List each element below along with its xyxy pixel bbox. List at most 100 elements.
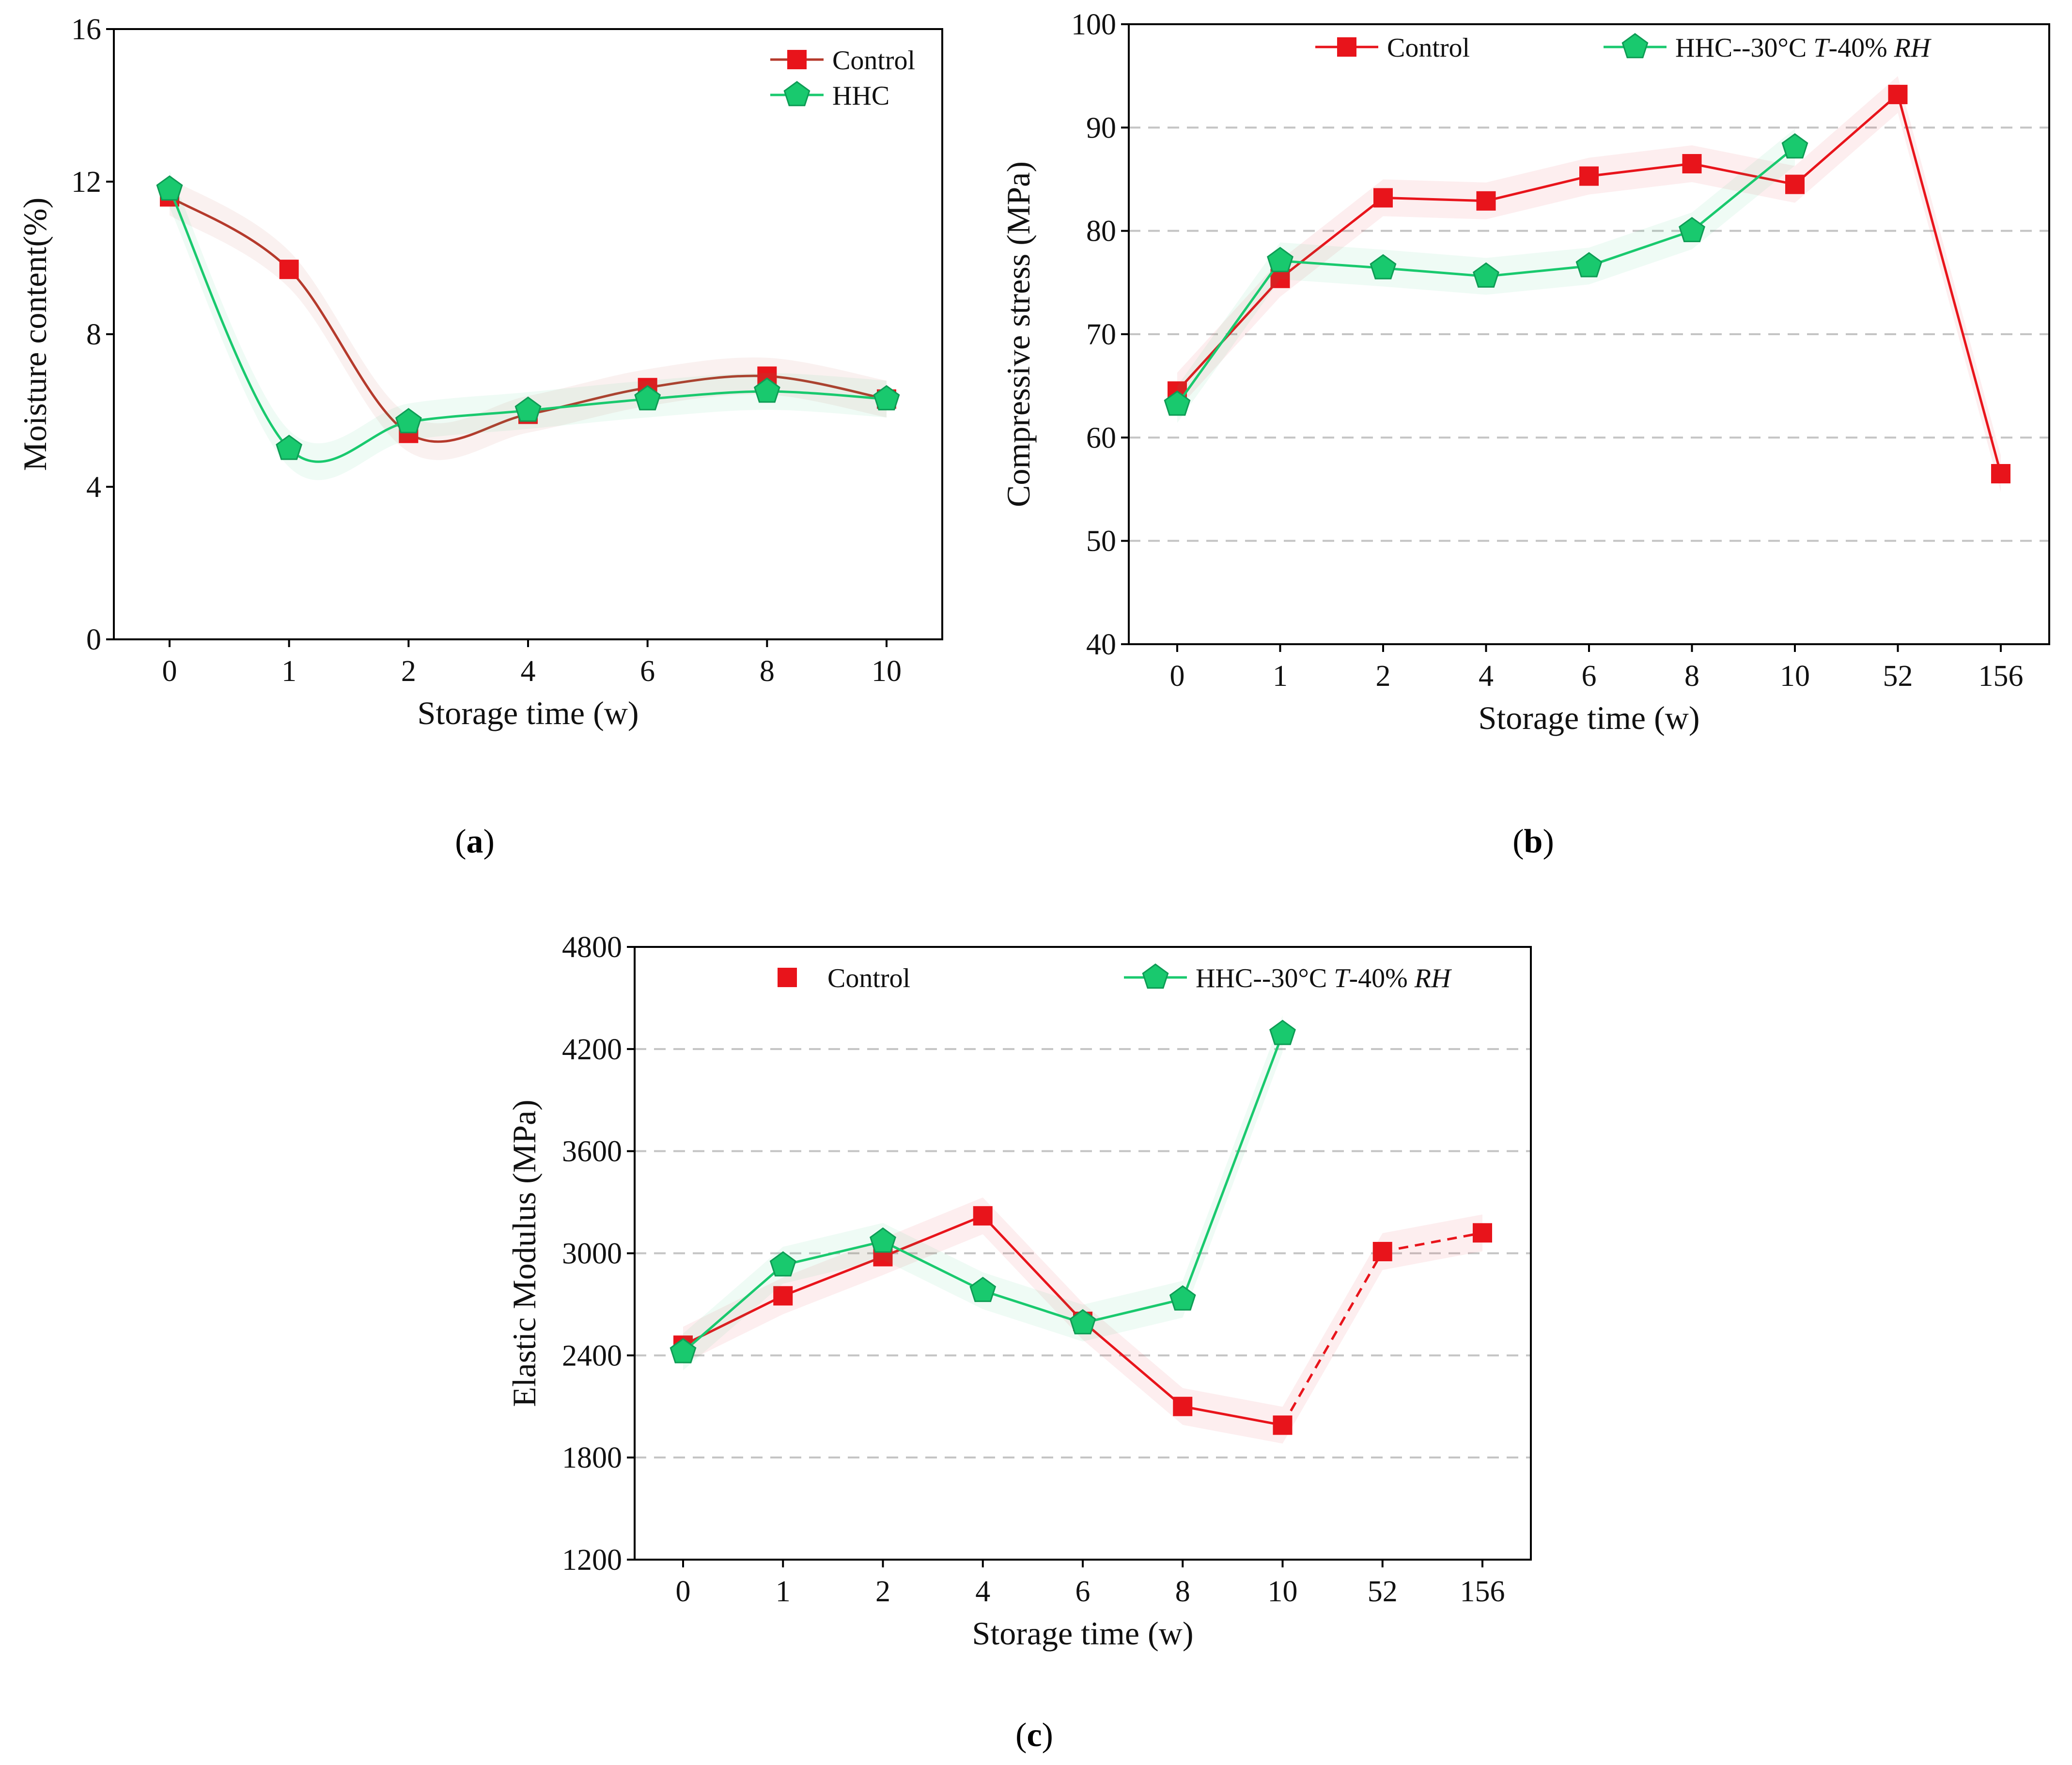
x-tick-label: 0	[1170, 660, 1185, 693]
legend-marker-pentagon	[1621, 33, 1649, 59]
data-point-pentagon	[514, 396, 542, 422]
series-line-segment	[1692, 162, 1795, 186]
y-tick-label: 1200	[562, 1544, 622, 1577]
legend-label-part: T	[1334, 963, 1351, 993]
y-tick-label: 12	[71, 166, 101, 199]
y-tick-label: 0	[86, 623, 101, 656]
data-point-square	[1473, 1223, 1492, 1243]
x-tick-label: 156	[1460, 1575, 1505, 1608]
series-line-segment	[1082, 1298, 1183, 1325]
plot-frame	[113, 28, 943, 640]
x-tick-label: 8	[1175, 1575, 1190, 1608]
data-point-square	[1888, 85, 1908, 105]
data-point-pentagon	[156, 175, 183, 201]
series-band	[170, 170, 887, 480]
x-tick-label: 0	[676, 1575, 691, 1608]
legend-label: HHC	[832, 81, 889, 111]
y-tick-label: 90	[1086, 111, 1116, 144]
legend-label: HHC--30°C T-40% RH	[1196, 963, 1452, 993]
x-tick-label: 1	[281, 655, 296, 688]
legend-marker-pentagon	[783, 81, 810, 107]
legend-entry: Control	[770, 46, 915, 76]
series-line-segment	[1181, 1033, 1284, 1300]
data-point-pentagon	[969, 1276, 997, 1302]
x-axis-title: Storage time (w)	[418, 695, 639, 731]
x-tick-label: 4	[521, 655, 536, 688]
y-tick-label: 4200	[562, 1033, 622, 1066]
data-point-square	[1579, 166, 1599, 186]
data-point-square	[1372, 1241, 1392, 1261]
chart-panel-b: 40 50 60 70 80 90 100 0 1 2 4 6 8 10 52 156 Storage time…	[1000, 8, 2050, 736]
x-axis-title: Storage time (w)	[1479, 699, 1700, 736]
series-line-segment	[1794, 93, 1899, 186]
series-line-segment	[1383, 266, 1486, 278]
legend-label-part: RH	[1414, 963, 1452, 993]
x-tick-label: 1	[1273, 660, 1288, 693]
x-tick-label: 156	[1979, 660, 2024, 693]
panel-b-label: (b)	[1512, 823, 1554, 860]
y-tick-label: 70	[1086, 318, 1116, 351]
x-tick-label: 0	[162, 655, 177, 688]
data-point-pentagon	[670, 1338, 697, 1363]
data-point-pentagon	[1267, 247, 1293, 272]
x-tick-label: 10	[1780, 660, 1810, 693]
legend-entry: HHC--30°C T-40% RH	[1604, 33, 1932, 63]
data-point-square	[1373, 188, 1393, 208]
data-point-square	[1785, 174, 1805, 194]
legend-label: Control	[1387, 33, 1470, 63]
data-point-pentagon	[769, 1251, 796, 1277]
data-point-pentagon	[1164, 390, 1191, 416]
x-tick-label: 2	[1376, 660, 1391, 693]
data-point-pentagon	[1575, 252, 1603, 278]
legend-marker-square	[778, 968, 797, 987]
x-tick-label: 10	[872, 655, 902, 688]
x-tick-label: 4	[975, 1575, 990, 1608]
y-tick-label: 2400	[562, 1339, 622, 1372]
legend-label: Control	[832, 46, 915, 76]
x-tick-label: 8	[1684, 660, 1699, 693]
series-line-segment	[982, 1289, 1083, 1324]
legend-entry: HHC--30°C T-40% RH	[1124, 963, 1452, 993]
data-point-square	[773, 1286, 793, 1306]
data-point-pentagon	[1069, 1309, 1096, 1334]
data-point-square	[1991, 464, 2010, 483]
y-tick-label: 50	[1086, 525, 1116, 558]
data-point-pentagon	[395, 408, 422, 434]
data-point-pentagon	[634, 385, 661, 411]
x-tick-label: 10	[1268, 1575, 1298, 1608]
legend-entry: Control	[1315, 33, 1470, 63]
x-tick-label: 1	[776, 1575, 791, 1608]
y-tick-label: 40	[1086, 628, 1116, 661]
legend-marker-square	[787, 50, 807, 69]
data-point-square	[1173, 1396, 1193, 1416]
series-line-segment	[1280, 260, 1384, 269]
y-tick-label: 8	[86, 318, 101, 351]
data-point-square	[1682, 154, 1702, 173]
y-tick-label: 16	[71, 13, 101, 46]
legend-label-part: HHC--30°C	[1196, 963, 1334, 993]
x-tick-label: 2	[875, 1575, 890, 1608]
data-point-pentagon	[870, 1227, 896, 1253]
series-line-segment	[981, 1215, 1084, 1322]
data-point-pentagon	[1169, 1285, 1196, 1311]
y-tick-label: 60	[1086, 421, 1116, 454]
series-line-segment	[1182, 1405, 1283, 1426]
data-point-pentagon	[753, 377, 780, 403]
x-tick-label: 8	[760, 655, 775, 688]
data-point-square	[1273, 1415, 1293, 1435]
legend-label-part: -40%	[1349, 963, 1414, 993]
data-point-pentagon	[1269, 1020, 1296, 1045]
series-line-segment	[1589, 162, 1692, 178]
x-axis-title: Storage time (w)	[972, 1615, 1194, 1652]
y-axis-title: Compressive stress (MPa)	[1000, 161, 1037, 507]
x-tick-label: 6	[640, 655, 655, 688]
y-tick-label: 1800	[562, 1441, 622, 1474]
series-line-segment	[1485, 175, 1589, 202]
data-point-pentagon	[1781, 133, 1808, 159]
legend-label: HHC--30°C T-40% RH	[1675, 33, 1932, 63]
series-line-segment	[882, 1240, 983, 1292]
series-line-segment	[1176, 260, 1281, 405]
x-tick-label: 6	[1075, 1575, 1091, 1608]
series-line-segment	[682, 1264, 784, 1353]
series-line-segment	[1281, 1251, 1384, 1426]
